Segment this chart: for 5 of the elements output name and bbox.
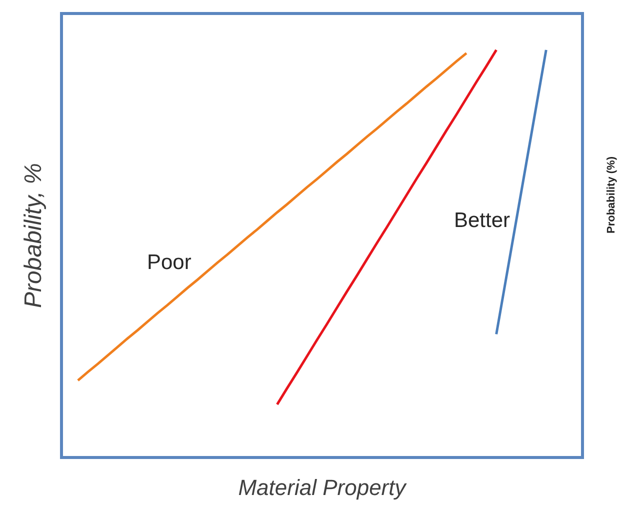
x-axis-title: Material Property [238,474,408,500]
series-label: Poor [147,251,192,274]
text: Probability (%) [606,156,618,234]
series-label: Better [454,209,510,232]
y-axis-title: Probability, % [20,163,48,308]
